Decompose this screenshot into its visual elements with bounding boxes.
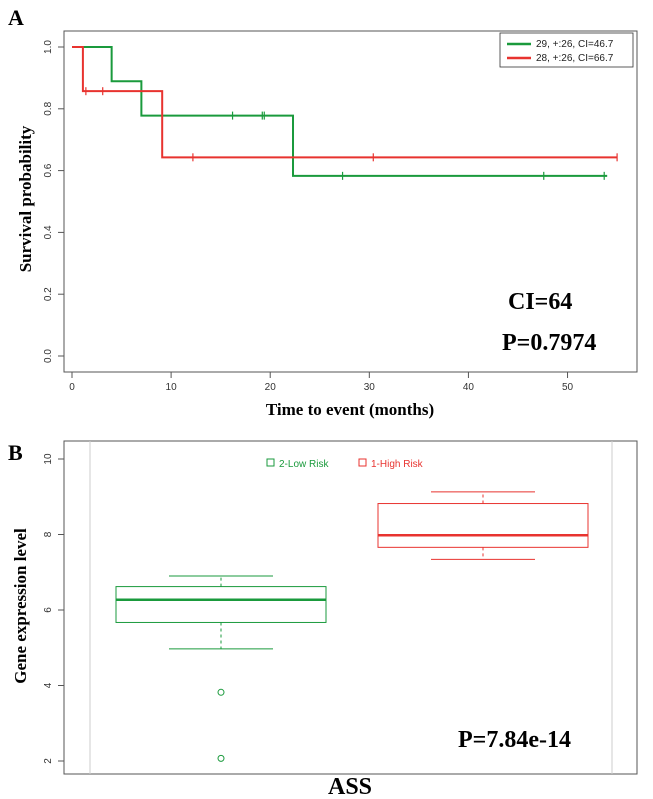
x-tick-label: 0	[69, 382, 75, 393]
legend-label-high-risk: 1-High Risk	[371, 459, 424, 470]
panel-a-survival-curves	[72, 46, 618, 180]
y-tick-label: 1.0	[43, 40, 54, 54]
panel-a-letter: A	[8, 5, 24, 30]
outlier-point	[217, 688, 225, 696]
y-tick-label: 0.8	[43, 101, 54, 115]
survival-curve-series-1	[72, 46, 608, 177]
panel-b-p-value-annotation: P=7.84e-14	[458, 727, 571, 753]
panel-b-legend: 2-Low Risk 1-High Risk	[266, 458, 424, 470]
y-tick-label: 10	[43, 453, 54, 465]
y-tick-label: 0.0	[43, 349, 54, 363]
panel-b-y-axis: 2 4 6 8 10	[43, 453, 64, 764]
panel-b-y-axis-title: Gene expression level	[11, 528, 30, 684]
x-tick-label: 40	[463, 382, 475, 393]
outlier-point	[217, 754, 225, 762]
y-tick-label: 0.4	[43, 225, 54, 239]
box-iqr	[377, 503, 589, 548]
panel-a-y-axis: 0.0 0.2 0.4 0.6 0.8 1.0	[43, 40, 64, 363]
panel-a-y-axis-title: Survival probability	[16, 125, 35, 272]
y-tick-label: 6	[43, 607, 54, 613]
panel-a-legend: 29, +:26, CI=46.7 28, +:26, CI=66.7	[499, 32, 634, 68]
panel-a: A 0.0 0.2 0.4 0.6 0.8 1.0 0 10 20 30 40 50 Surviva…	[8, 5, 638, 419]
boxplot-low-risk	[115, 575, 327, 762]
y-tick-label: 0.6	[43, 163, 54, 177]
box-iqr	[115, 586, 327, 623]
panel-b-x-axis-title: ASS	[328, 774, 372, 799]
y-tick-label: 4	[43, 682, 54, 688]
y-tick-label: 8	[43, 531, 54, 537]
x-tick-label: 30	[364, 382, 376, 393]
panel-a-p-value-annotation: P=0.7974	[502, 330, 596, 356]
legend-swatch-low-risk	[266, 458, 275, 467]
panel-a-ci-annotation: CI=64	[508, 289, 572, 315]
panel-b: B 2 4 6 8 10 Gene expression level ASS 2-Low…	[8, 440, 638, 799]
panel-b-boxplots	[115, 491, 589, 762]
y-tick-label: 0.2	[43, 287, 54, 301]
legend-label-low-risk: 2-Low Risk	[279, 459, 329, 470]
panel-a-legend-box	[499, 32, 634, 68]
boxplot-high-risk	[377, 491, 589, 560]
panel-a-x-axis-title: Time to event (months)	[266, 400, 434, 419]
legend-label-series-1: 29, +:26, CI=46.7	[536, 39, 614, 50]
legend-label-series-2: 28, +:26, CI=66.7	[536, 53, 614, 64]
panel-a-x-axis: 0 10 20 30 40 50	[69, 372, 574, 393]
y-tick-label: 2	[43, 758, 54, 764]
legend-swatch-high-risk	[358, 458, 367, 467]
panel-b-letter: B	[8, 440, 23, 465]
x-tick-label: 50	[562, 382, 574, 393]
panel-b-plot-frame	[63, 440, 638, 775]
x-tick-label: 20	[265, 382, 277, 393]
panel-a-plot-frame	[63, 30, 638, 373]
survival-curve-series-2	[72, 46, 618, 159]
x-tick-label: 10	[166, 382, 178, 393]
